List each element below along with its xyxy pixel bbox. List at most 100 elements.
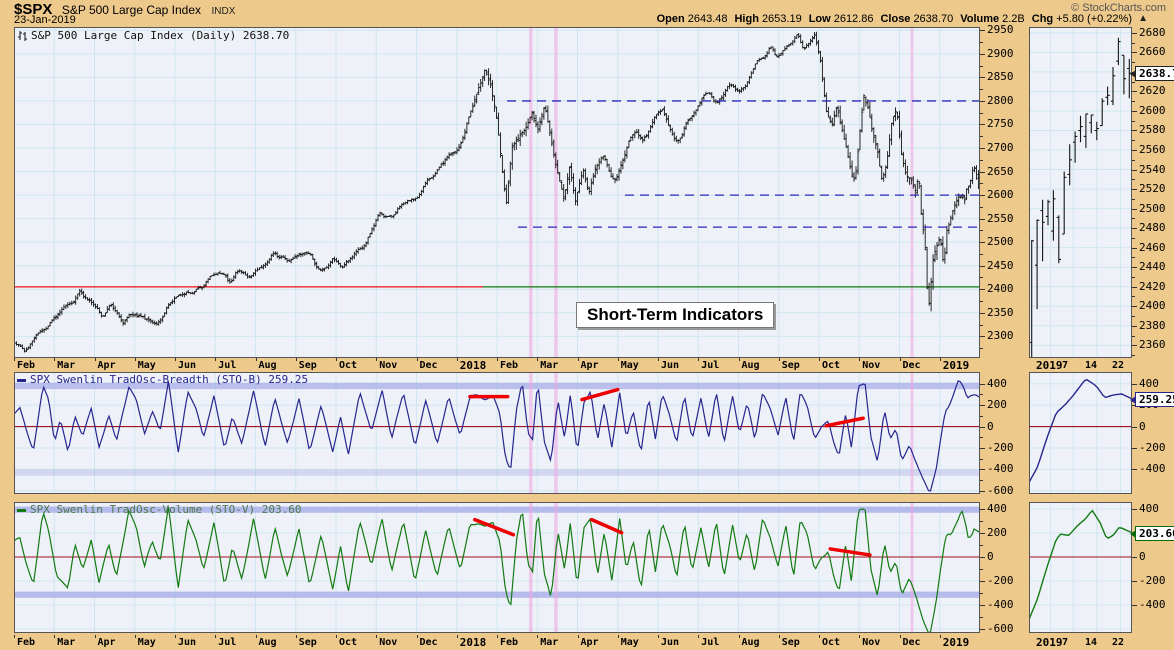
month-label: Apr [580,637,599,648]
month-label: Nov [862,360,881,371]
axis-tick [778,635,780,638]
main-chart-legend-label: S&P 500 Large Cap Index (Daily) 2638.70 [31,29,290,42]
month-label: Dec [902,360,921,371]
axis-tick [1132,247,1137,249]
axis-label: -200 [1139,574,1166,587]
month-label: Jun [661,360,680,371]
month-label: Nov [379,637,398,648]
month-label: May [137,360,156,371]
month-label: 2018 [459,636,487,649]
axis-tick [1132,62,1135,64]
axis-tick [698,635,700,638]
axis-label: 0 [1139,419,1146,433]
axis-tick [980,89,983,91]
axis-tick [980,195,985,197]
axis-tick [1132,296,1135,298]
axis-label: -400 [1139,598,1166,612]
month-label: Oct [339,360,358,371]
month-label: Oct [822,360,841,371]
axis-tick [295,635,297,638]
axis-tick [859,358,861,361]
axis-tick [255,635,257,638]
axis-tick [980,30,985,32]
axis-label: 2380 [1139,318,1166,332]
axis-tick [980,136,983,138]
axis-tick [577,635,579,638]
axis-tick [980,124,985,126]
price-value-tag: 2638.70 [1129,66,1174,82]
axis-tick [980,383,985,385]
month-label: May [620,360,639,371]
axis-tick [980,148,985,149]
month-label: Aug [258,637,277,648]
axis-tick [1132,325,1137,327]
month-label: Jun [661,637,680,648]
axis-label: 2360 [1139,338,1166,352]
axis-label: 2950 [987,23,1014,37]
axis-tick [980,265,985,267]
week-label: 22 [1112,360,1125,371]
axis-label: 2550 [987,211,1014,225]
month-label: Feb [500,360,519,371]
month-label: Aug [741,637,760,648]
axis-tick [1132,228,1137,230]
axis-label: 2620 [1139,84,1166,98]
axis-label: -400 [987,462,1014,476]
stob-value-tag: 259.25 [1130,391,1174,407]
axis-tick [980,77,985,79]
axis-label: -200 [987,574,1014,587]
quote-label: Close [880,13,911,25]
copyright: © StockCharts.com [1071,2,1166,14]
quote-value: 2643.48 [687,13,728,25]
axis-tick [1132,581,1137,582]
axis-tick [537,635,539,638]
month-label: Feb [17,637,36,648]
axis-tick [1132,335,1135,337]
axis-label: -400 [1139,462,1166,476]
month-label: Feb [17,360,36,371]
axis-tick [980,159,983,161]
axis-tick [1132,198,1135,200]
axis-tick [980,277,983,279]
axis-label: 2420 [1139,279,1166,293]
axis-tick [134,635,136,638]
month-label: Mar [57,637,76,648]
axis-tick [497,635,498,638]
axis-tick [14,635,15,638]
quote-value: 2.2B [1002,13,1025,25]
axis-label: 2850 [987,70,1014,84]
axis-tick [980,42,983,44]
month-label: Aug [741,360,760,371]
stov-line-icon [17,508,26,512]
axis-label: 2750 [987,117,1014,131]
axis-tick [336,358,337,361]
stov-inset-panel [1029,502,1132,633]
axis-tick [980,544,983,546]
week-label: 7 [1062,637,1069,648]
axis-label: 2700 [987,141,1014,154]
axis-tick [94,635,96,638]
axis-label: 2900 [987,46,1014,60]
axis-tick [1132,405,1137,407]
axis-tick [819,635,820,638]
quote-value: 2612.86 [833,13,874,25]
stov-legend-label: SPX Swenlin TradOsc-Volume (STO-V) 203.6… [30,503,302,516]
axis-tick [980,336,985,338]
change-up-arrow-icon: ▲ [1138,13,1148,24]
axis-label: 2400 [1139,299,1166,313]
axis-tick [698,358,700,361]
axis-tick [980,480,983,482]
axis-tick [859,635,861,638]
axis-tick [980,532,985,534]
axis-tick [1132,447,1137,449]
axis-tick [1132,237,1135,239]
axis-tick [1132,42,1135,44]
axis-tick [899,358,901,361]
ticker-exchange: INDX [211,6,236,17]
axis-tick [54,358,56,361]
chart-date: 23-Jan-2019 [14,14,76,26]
month-label: Jun [178,637,197,648]
month-label: Dec [902,637,921,648]
axis-label: 2440 [1139,260,1166,274]
axis-tick [1132,110,1137,112]
